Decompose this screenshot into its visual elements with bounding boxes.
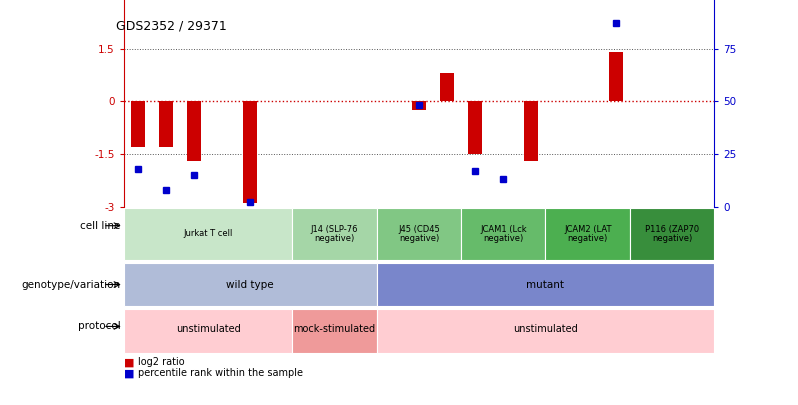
Text: percentile rank within the sample: percentile rank within the sample xyxy=(138,368,303,378)
Text: unstimulated: unstimulated xyxy=(176,324,240,334)
Text: log2 ratio: log2 ratio xyxy=(138,357,184,367)
Bar xyxy=(609,52,622,101)
Text: JCAM2 (LAT
negative): JCAM2 (LAT negative) xyxy=(564,224,611,243)
Bar xyxy=(292,208,377,260)
Bar xyxy=(377,208,461,260)
Text: mock-stimulated: mock-stimulated xyxy=(294,324,376,334)
Bar xyxy=(412,101,426,110)
Text: Jurkat T cell: Jurkat T cell xyxy=(184,229,233,239)
Text: wild type: wild type xyxy=(227,279,274,290)
Text: mutant: mutant xyxy=(527,279,564,290)
Text: cell line: cell line xyxy=(81,221,120,231)
Bar xyxy=(524,101,539,161)
Bar xyxy=(124,309,292,353)
Bar xyxy=(468,101,482,154)
Bar xyxy=(124,208,292,260)
Bar xyxy=(546,208,630,260)
Text: P116 (ZAP70
negative): P116 (ZAP70 negative) xyxy=(645,224,699,243)
Bar xyxy=(440,73,454,101)
Text: protocol: protocol xyxy=(78,322,120,331)
Bar xyxy=(292,309,377,353)
Bar xyxy=(187,101,201,161)
Text: unstimulated: unstimulated xyxy=(513,324,578,334)
Bar xyxy=(124,262,377,307)
Text: ■: ■ xyxy=(124,357,134,367)
Bar xyxy=(243,101,257,203)
Text: J14 (SLP-76
negative): J14 (SLP-76 negative) xyxy=(311,224,358,243)
Bar xyxy=(377,262,714,307)
Bar xyxy=(377,309,714,353)
Text: GDS2352 / 29371: GDS2352 / 29371 xyxy=(116,19,227,32)
Bar xyxy=(131,101,144,147)
Text: J45 (CD45
negative): J45 (CD45 negative) xyxy=(398,224,440,243)
Bar xyxy=(461,208,546,260)
Bar xyxy=(159,101,173,147)
Bar xyxy=(630,208,714,260)
Text: genotype/variation: genotype/variation xyxy=(22,279,120,290)
Text: ■: ■ xyxy=(124,368,134,378)
Text: JCAM1 (Lck
negative): JCAM1 (Lck negative) xyxy=(480,224,527,243)
